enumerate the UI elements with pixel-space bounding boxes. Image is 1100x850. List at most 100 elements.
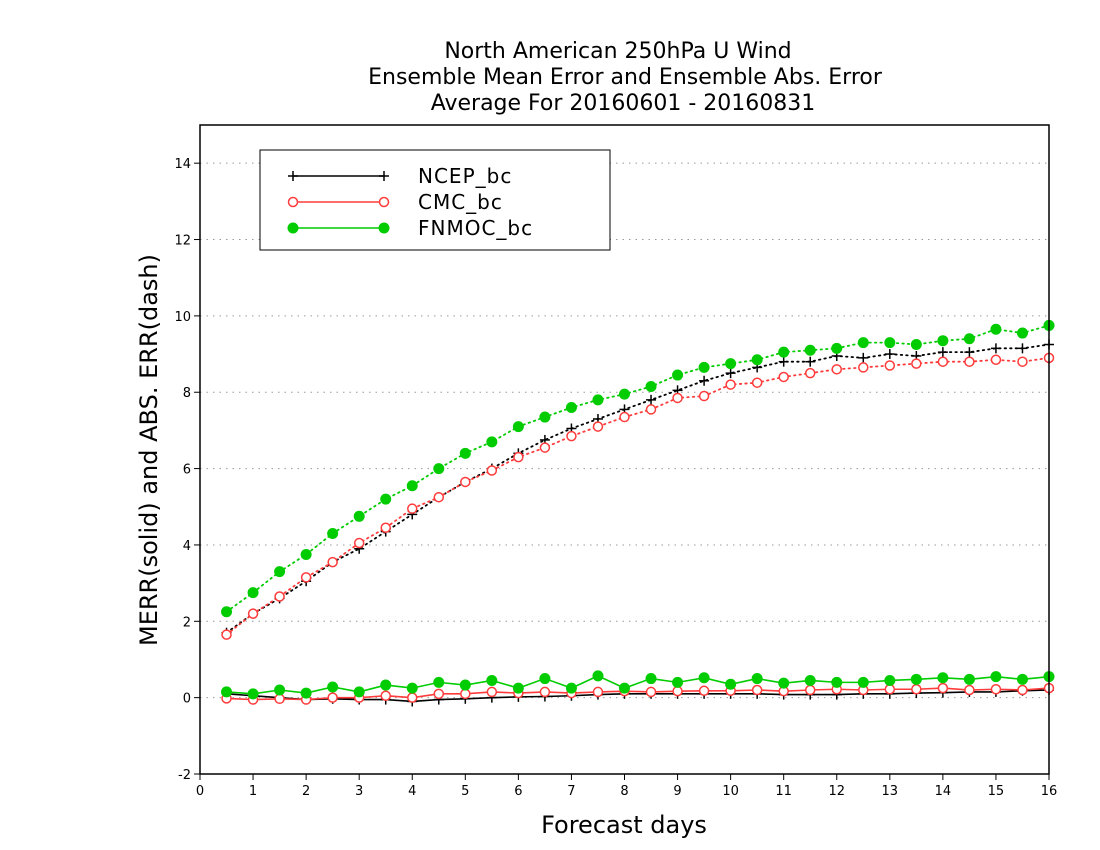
cmc-bc-abs-err-point — [645, 404, 657, 415]
fnmoc-bc-abs-err-point — [406, 480, 418, 492]
cmc-bc-abs-err-point — [698, 390, 710, 402]
fnmoc-bc-abs-err-point — [990, 323, 1002, 335]
fnmoc-bc-merr-point — [486, 674, 498, 686]
fnmoc-bc-merr-point — [433, 676, 445, 688]
fnmoc-bc-merr-point — [539, 673, 551, 685]
legend-marker-ncep-bc — [288, 171, 298, 181]
cmc-bc-abs-err-point — [327, 556, 338, 568]
fnmoc-bc-abs-err-point — [804, 344, 816, 356]
fnmoc-bc-merr-point — [778, 677, 790, 689]
cmc-bc-merr-point — [990, 683, 1002, 695]
fnmoc-bc-abs-err-point — [725, 358, 737, 370]
cmc-bc-abs-err-point — [433, 491, 445, 503]
ncep-bc-abs-err-point — [1017, 343, 1028, 354]
cmc-bc-abs-err-point — [858, 362, 869, 373]
cmc-bc-abs-err-point — [937, 356, 949, 367]
cmc-bc-merr-point — [672, 685, 683, 697]
fnmoc-bc-abs-err-point — [433, 463, 445, 475]
fnmoc-bc-merr-point — [619, 682, 630, 694]
x-tick-label: 3 — [355, 784, 363, 799]
cmc-bc-abs-err-point — [539, 442, 551, 453]
cmc-bc-abs-err-point — [911, 358, 922, 369]
fnmoc-bc-merr-point — [831, 676, 843, 688]
fnmoc-bc-merr-point — [221, 686, 233, 698]
cmc-bc-merr-point — [1017, 684, 1028, 696]
x-tick-label: 6 — [514, 784, 522, 799]
fnmoc-bc-abs-err-point — [353, 510, 365, 522]
fnmoc-bc-abs-err-point — [910, 339, 922, 351]
x-tick-label: 16 — [1041, 784, 1058, 799]
cmc-bc-merr-point — [460, 688, 471, 700]
fnmoc-bc-merr-point — [274, 684, 286, 696]
ncep-bc-abs-err-point — [646, 394, 657, 405]
cmc-bc-abs-err-point — [247, 608, 259, 619]
x-tick-label: 10 — [722, 784, 739, 799]
y-tick-label: 10 — [174, 310, 191, 325]
plot-frame — [199, 124, 1050, 775]
cmc-bc-merr-point — [380, 690, 391, 701]
fnmoc-bc-abs-err-point — [221, 606, 233, 618]
cmc-bc-abs-err-point — [804, 367, 816, 379]
fnmoc-bc-merr-point — [698, 672, 710, 684]
legend-marker-fnmoc-bc — [287, 222, 299, 234]
cmc-bc-merr-point — [964, 684, 975, 696]
ncep-bc-abs-err-point — [884, 349, 895, 360]
cmc-bc-merr-point — [592, 686, 604, 698]
cmc-bc-abs-err-point — [221, 629, 232, 640]
y-tick-label: 14 — [174, 157, 191, 172]
x-tick-label: 2 — [302, 784, 310, 799]
cmc-bc-abs-err-point — [380, 522, 391, 534]
chart-title-line-2: Ensemble Mean Error and Ensemble Abs. Er… — [368, 65, 883, 90]
cmc-bc-abs-err-point — [513, 451, 524, 463]
fnmoc-bc-abs-err-point — [274, 566, 286, 578]
cmc-bc-merr-point — [327, 692, 338, 703]
ncep-bc-abs-err-point — [964, 347, 975, 358]
cmc-bc-abs-err-point — [964, 356, 975, 367]
x-tick-label: 5 — [461, 784, 469, 799]
chart-title-line-1: North American 250hPa U Wind — [444, 39, 791, 64]
fnmoc-bc-merr-point — [327, 681, 339, 693]
ncep-bc-abs-err-point — [805, 356, 816, 367]
cmc-bc-merr-point — [274, 693, 285, 705]
ncep-bc-abs-err-point — [858, 352, 869, 363]
legend-label-ncep-bc: NCEP_bc — [418, 164, 512, 188]
fnmoc-bc-merr-point — [247, 688, 259, 700]
fnmoc-bc-abs-err-point — [486, 436, 498, 448]
legend-marker-cmc-bc — [287, 196, 299, 208]
y-tick-label: 8 — [183, 386, 191, 401]
fnmoc-bc-merr-point — [512, 682, 524, 694]
fnmoc-bc-abs-err-point — [1016, 327, 1028, 339]
y-tick-label: 6 — [183, 463, 191, 478]
fnmoc-bc-abs-err-point — [300, 548, 312, 560]
legend-label-fnmoc-bc: FNMOC_bc — [418, 216, 533, 240]
cmc-bc-abs-err-point — [566, 430, 577, 442]
x-tick-label: 14 — [935, 784, 952, 799]
fnmoc-bc-abs-err-point — [884, 337, 896, 349]
y-tick-label: 12 — [174, 234, 191, 249]
fnmoc-bc-merr-point — [990, 671, 1002, 683]
fnmoc-bc-abs-err-point — [592, 394, 604, 406]
cmc-bc-merr-point — [698, 685, 710, 697]
fnmoc-bc-merr-point — [963, 673, 975, 685]
x-tick-label: 11 — [775, 784, 792, 799]
fnmoc-bc-merr-point — [380, 679, 392, 691]
cmc-bc-abs-err-point — [990, 354, 1002, 366]
fnmoc-bc-merr-point — [884, 674, 896, 686]
cmc-bc-merr-point — [539, 686, 551, 698]
x-tick-label: 9 — [673, 784, 681, 799]
fnmoc-bc-merr-point — [645, 673, 657, 685]
cmc-bc-abs-err-point — [778, 371, 789, 383]
fnmoc-bc-merr-point — [725, 678, 737, 690]
x-tick-label: 13 — [882, 784, 899, 799]
fnmoc-bc-merr-point — [857, 676, 869, 688]
fnmoc-bc-abs-err-point — [380, 493, 392, 505]
x-tick-label: 4 — [408, 784, 416, 799]
y-tick-label: -2 — [178, 768, 191, 783]
fnmoc-bc-abs-err-point — [247, 587, 259, 599]
legend-label-cmc-bc: CMC_bc — [418, 190, 503, 214]
ncep-bc-abs-err-point — [778, 356, 789, 367]
fnmoc-bc-abs-err-point — [698, 361, 710, 373]
